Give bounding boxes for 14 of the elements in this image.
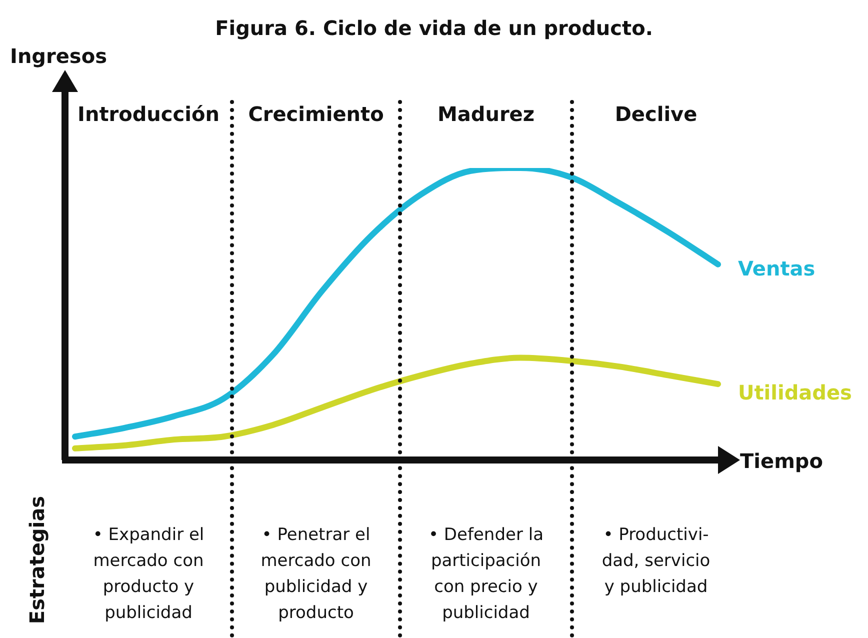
text: Crecimiento (247, 102, 385, 126)
y-axis-title: Ingresos (10, 44, 107, 68)
text: • Penetrar el mercado con publicidad y producto (260, 524, 372, 625)
chart-title: Figura 6. Ciclo de vida de un producto. (214, 16, 654, 40)
text: • Expandir el mercado con producto y publicidad (92, 524, 206, 625)
series-label: Ventas (738, 256, 816, 281)
text: Estrategias (25, 494, 49, 626)
text: Madurez (436, 102, 536, 126)
series-label: Utilidades (738, 380, 852, 404)
text: • Productivi- dad, servicio y publicidad (600, 524, 712, 599)
text: Declive (614, 102, 698, 126)
x-axis-title: Tiempo (740, 449, 823, 473)
text: • Defender la participación con precio y publicidad (428, 524, 544, 625)
text: Introducción (76, 102, 220, 126)
